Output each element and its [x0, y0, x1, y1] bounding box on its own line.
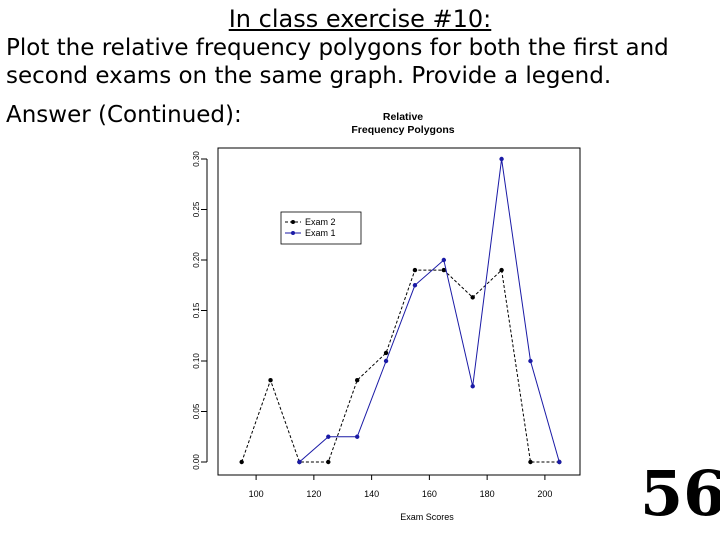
slide-number: 56 — [640, 457, 720, 530]
y-tick-label: 0.30 — [192, 151, 201, 167]
series-line-exam-1 — [299, 158, 560, 463]
data-point-exam-2 — [412, 267, 418, 273]
answer-label: Answer (Continued): — [6, 102, 242, 128]
x-axis-label: Exam Scores — [400, 512, 454, 522]
slide-title: In class exercise #10: — [228, 5, 492, 33]
data-point-exam-2 — [239, 459, 244, 465]
data-point-exam-1 — [354, 434, 360, 439]
exercise-text: Plot the relative frequency polygons for… — [6, 34, 706, 90]
data-point-exam-2 — [354, 377, 360, 383]
x-tick-label: 140 — [364, 489, 379, 499]
legend-label-exam-1: Exam 1 — [305, 228, 336, 238]
y-tick-label: 0.20 — [192, 252, 201, 268]
y-tick-label: 0.10 — [192, 353, 201, 369]
y-tick-label: 0.15 — [192, 302, 201, 318]
data-point-exam-1 — [441, 257, 447, 263]
y-tick-label: 0.25 — [192, 201, 201, 217]
data-point-exam-1 — [383, 358, 389, 364]
y-tick-label: 0.00 — [192, 454, 201, 470]
legend-box — [280, 211, 362, 245]
data-point-exam-1 — [326, 434, 331, 439]
legend-label-exam-2: Exam 2 — [305, 217, 336, 227]
data-point-exam-1 — [412, 283, 418, 288]
chart-title-line-1: Relative — [383, 111, 423, 123]
y-tick-label: 0.05 — [192, 403, 201, 419]
data-point-exam-2 — [470, 295, 475, 300]
data-point-exam-2 — [326, 459, 331, 465]
data-point-exam-2 — [499, 267, 504, 273]
data-point-exam-1 — [528, 358, 533, 364]
x-tick-label: 180 — [480, 489, 495, 499]
x-tick-label: 200 — [537, 489, 552, 499]
data-point-exam-2 — [528, 459, 533, 465]
data-point-exam-1 — [557, 459, 562, 465]
x-tick-label: 100 — [249, 489, 264, 499]
data-point-exam-2 — [268, 377, 273, 383]
legend-marker-exam-1 — [291, 231, 295, 235]
x-tick-label: 120 — [306, 489, 321, 499]
data-point-exam-1 — [499, 156, 504, 162]
exercise-text-line-2: second exams on the same graph. Provide … — [6, 63, 612, 89]
data-point-exam-1 — [470, 384, 475, 389]
legend-marker-exam-2 — [291, 220, 295, 224]
data-point-exam-2 — [383, 350, 389, 356]
series-line-exam-2 — [241, 269, 560, 463]
chart-title-line-2: Frequency Polygons — [351, 124, 454, 136]
data-point-exam-1 — [297, 459, 302, 465]
x-tick-label: 160 — [422, 489, 437, 499]
plot-frame — [217, 147, 581, 476]
exercise-text-line-1: Plot the relative frequency polygons for… — [6, 35, 669, 61]
data-point-exam-2 — [441, 267, 447, 273]
